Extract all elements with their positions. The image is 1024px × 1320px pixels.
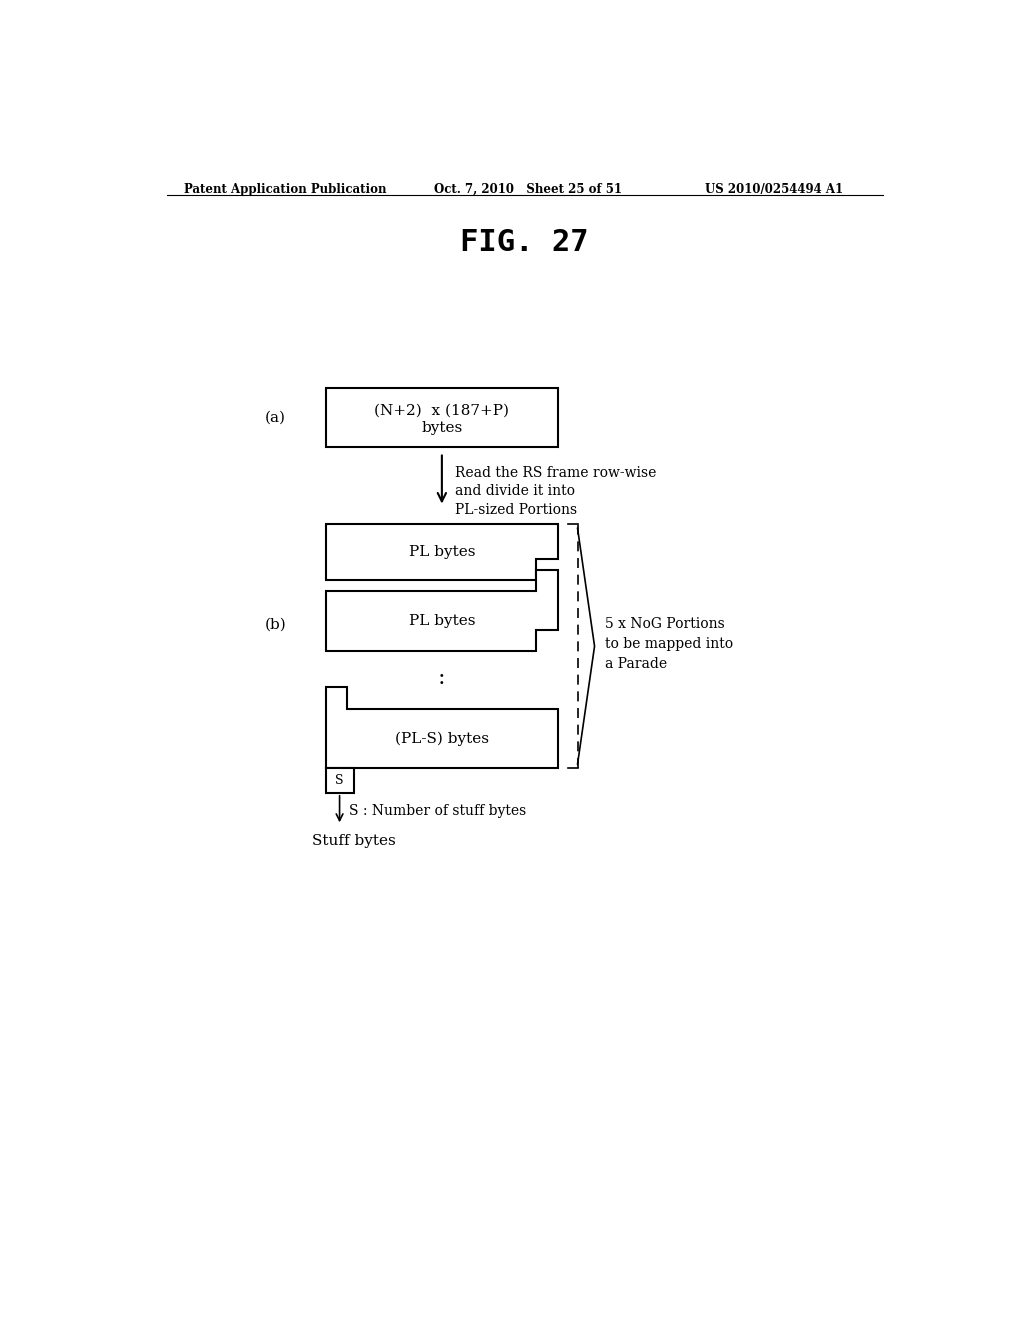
Text: a Parade: a Parade (604, 657, 667, 672)
Text: US 2010/0254494 A1: US 2010/0254494 A1 (706, 183, 844, 197)
Polygon shape (326, 688, 558, 768)
Text: PL bytes: PL bytes (409, 614, 475, 628)
Text: (b): (b) (264, 618, 286, 631)
Text: Stuff bytes: Stuff bytes (311, 834, 395, 847)
Text: Read the RS frame row-wise: Read the RS frame row-wise (455, 466, 656, 479)
Text: and divide it into: and divide it into (455, 484, 575, 498)
Bar (326, 768, 353, 793)
Text: :: : (438, 667, 445, 689)
Text: PL bytes: PL bytes (409, 545, 475, 560)
Text: Patent Application Publication: Patent Application Publication (183, 183, 386, 197)
Text: to be mapped into: to be mapped into (604, 638, 733, 651)
Text: (a): (a) (265, 411, 286, 425)
Text: Oct. 7, 2010   Sheet 25 of 51: Oct. 7, 2010 Sheet 25 of 51 (434, 183, 623, 197)
Text: bytes: bytes (421, 421, 463, 436)
Polygon shape (326, 570, 558, 651)
Text: PL-sized Portions: PL-sized Portions (455, 503, 578, 516)
Polygon shape (326, 524, 558, 581)
Text: S: S (335, 774, 344, 787)
Text: (PL-S) bytes: (PL-S) bytes (395, 731, 488, 746)
Bar (326, 388, 558, 447)
Text: (N+2)  x (187+P): (N+2) x (187+P) (375, 404, 509, 417)
Text: FIG. 27: FIG. 27 (461, 227, 589, 256)
Text: S : Number of stuff bytes: S : Number of stuff bytes (349, 804, 526, 818)
Text: 5 x NoG Portions: 5 x NoG Portions (604, 618, 724, 631)
